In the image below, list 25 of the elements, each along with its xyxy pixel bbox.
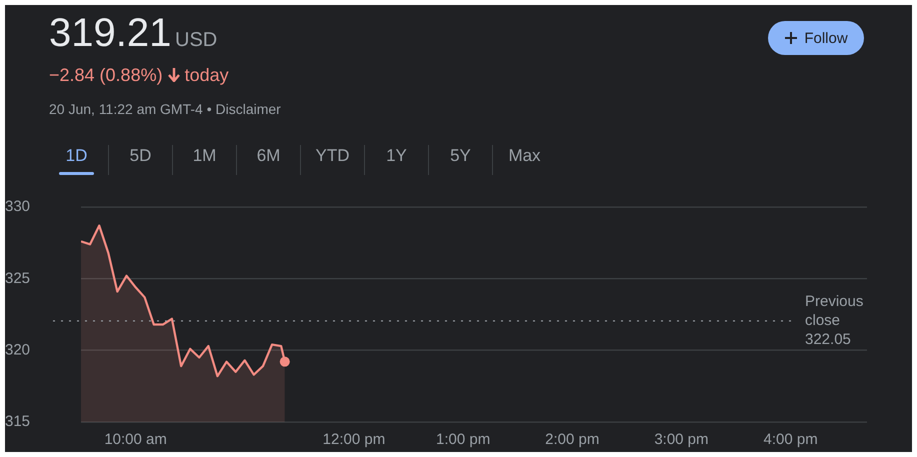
text: 20 Jun, 11:22 am GMT-4 • Disclaimer xyxy=(49,101,281,117)
text: 319.21 xyxy=(49,11,172,56)
x-tick-label: 12:00 pm xyxy=(322,431,386,448)
x-tick-label: 3:00 pm xyxy=(654,431,709,448)
x-tick-label: 4:00 pm xyxy=(763,431,818,448)
text: Max xyxy=(492,145,556,175)
x-tick-label: 10:00 am xyxy=(104,431,167,448)
text: Follow xyxy=(804,30,848,46)
ref-line-label: Previous close 322.05 xyxy=(805,293,864,348)
y-tick-label: 325 xyxy=(5,270,30,287)
text: 1M xyxy=(172,145,236,175)
text: YTD xyxy=(300,145,364,175)
text: 6M xyxy=(236,145,300,175)
y-tick-label: 320 xyxy=(5,341,30,358)
x-tick-label: 2:00 pm xyxy=(545,431,600,448)
x-tick-label: 1:00 pm xyxy=(436,431,490,448)
text: USD xyxy=(175,29,218,52)
text: 5Y xyxy=(428,145,492,175)
text: 1Y xyxy=(364,145,428,175)
text: 5D xyxy=(108,145,172,175)
text: 1D xyxy=(45,145,108,175)
y-tick-label: 330 xyxy=(5,198,30,216)
text: today xyxy=(184,65,229,85)
text: −2.84 (0.88%) xyxy=(49,65,163,85)
y-tick-label: 315 xyxy=(5,413,30,430)
